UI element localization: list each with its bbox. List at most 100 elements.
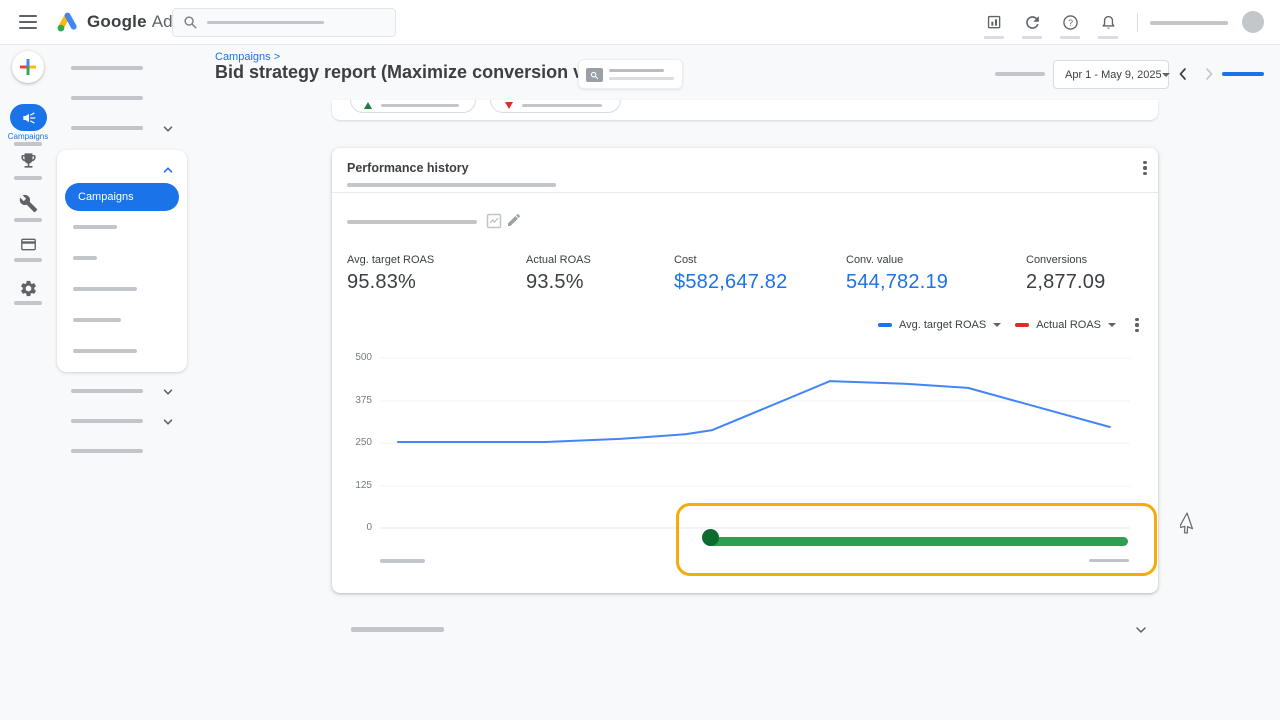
date-range-label: Apr 1 - May 9, 2025 [1065,68,1162,81]
highlight-annotation-box [676,503,1157,576]
edit-pencil-icon[interactable] [506,212,522,233]
metric-label: Avg. target ROAS [347,254,435,266]
legend-label: Actual ROAS [1036,319,1101,331]
submenu-item-label: Campaigns [78,191,134,203]
submenu-skeleton [73,318,121,322]
footer-skeleton [351,627,444,632]
breadcrumb[interactable]: Campaigns > [215,51,281,63]
metric-avg-target-roas: Avg. target ROAS 95.83% [347,254,434,294]
nav-expand-toggle[interactable] [162,122,174,134]
nav-skeleton [71,66,143,70]
target-roas-range-slider[interactable] [706,537,1128,546]
create-button[interactable] [12,51,44,83]
header-skeleton [995,72,1045,76]
legend-swatch-red [1015,323,1030,327]
metric-label: Cost [674,254,697,266]
slider-handle[interactable] [702,529,719,546]
roas-line [397,380,1111,443]
account-skeleton [1150,21,1228,25]
submenu-skeleton [73,287,137,291]
topbar-search-input[interactable] [172,8,396,37]
search-icon-small [586,68,603,82]
pagination-skeleton [1222,72,1264,76]
reports-underline-skeleton [984,36,1004,39]
metric-value-link[interactable]: 544,782.19 [846,271,949,293]
help-icon[interactable]: ? [1059,11,1081,33]
plus-icon [20,59,36,75]
rail-item-billing[interactable] [18,234,38,254]
metric-label: Actual ROAS [526,254,591,266]
nav-skeleton [71,419,143,423]
rail-skeleton [14,218,42,222]
performance-chart [380,357,1130,529]
card-menu-kebab-icon[interactable] [1138,160,1152,176]
chevron-down-icon [1108,323,1116,327]
submenu-skeleton [73,256,97,260]
rail-skeleton [14,142,42,146]
next-period-button[interactable] [1202,66,1216,87]
expand-section-button[interactable] [1134,623,1148,642]
submenu-skeleton [73,349,137,353]
chip-skeleton [522,104,602,107]
chevron-down-icon [163,126,173,132]
arrow-down-icon [505,102,513,109]
chevron-down-icon [1136,627,1146,633]
chip-skeleton [381,104,459,107]
reports-icon[interactable] [983,11,1005,33]
rail-skeleton [14,176,42,180]
chip-skeleton-2 [609,77,674,80]
hamburger-menu-icon[interactable] [19,15,37,29]
notifications-icon[interactable] [1097,11,1119,33]
nav-expand-toggle[interactable] [162,415,174,427]
nav-skeleton [71,126,143,130]
slider-skeleton [1089,559,1129,562]
nav-expand-toggle[interactable] [162,385,174,397]
prev-period-button[interactable] [1176,66,1190,87]
google-ads-logo: Google Ads [54,9,181,35]
metric-actual-roas: Actual ROAS 93.5% [526,254,591,294]
rail-item-campaigns[interactable] [10,104,47,131]
y-tick: 500 [355,352,372,363]
tools-icon [19,194,37,212]
metric-value-link[interactable]: $582,647.82 [674,271,788,293]
chevron-up-icon [163,167,173,173]
chevron-down-icon [1161,72,1170,77]
title-search-chip[interactable] [578,59,683,89]
summary-chip-positive[interactable] [350,100,476,113]
chart-menu-kebab-icon[interactable] [1130,317,1144,333]
metric-value: 95.83% [347,271,417,293]
submenu-collapse-toggle[interactable] [162,163,174,175]
metric-value: 93.5% [526,271,584,293]
legend-item-actual-roas[interactable]: Actual ROAS [1015,319,1116,331]
chart-frame-icon[interactable] [486,213,502,234]
help-underline-skeleton [1060,36,1080,39]
chip-skeleton-1 [609,69,664,72]
legend-swatch-blue [877,323,892,327]
date-range-button[interactable]: Apr 1 - May 9, 2025 [1053,60,1170,89]
card-divider [332,192,1158,193]
chart-legend: Avg. target ROAS Actual ROAS [877,317,1144,333]
refresh-icon[interactable] [1021,11,1043,33]
topbar-divider [1137,13,1138,32]
toolbar-skeleton [347,220,477,224]
rail-item-goals[interactable] [18,150,38,170]
rail-item-tools[interactable] [18,193,38,213]
chevron-down-icon [163,419,173,425]
legend-item-avg-target-roas[interactable]: Avg. target ROAS [877,319,1002,331]
billing-card-icon [20,238,36,250]
metric-cost: Cost $582,647.82 [674,254,787,294]
rail-item-admin[interactable] [18,278,38,298]
ads-logo-icon [57,12,77,32]
chevron-left-icon [1179,68,1186,80]
avatar[interactable] [1242,11,1264,33]
y-tick: 0 [366,522,372,533]
notifications-underline-skeleton [1098,36,1118,39]
y-tick: 375 [355,395,372,406]
search-icon [184,16,197,29]
summary-chip-negative[interactable] [490,100,621,113]
submenu-item-campaigns[interactable]: Campaigns [65,183,179,211]
y-tick: 125 [355,480,372,491]
trophy-icon [20,152,36,168]
logo-text-google: Google [87,12,147,31]
metric-label: Conv. value [846,254,904,266]
